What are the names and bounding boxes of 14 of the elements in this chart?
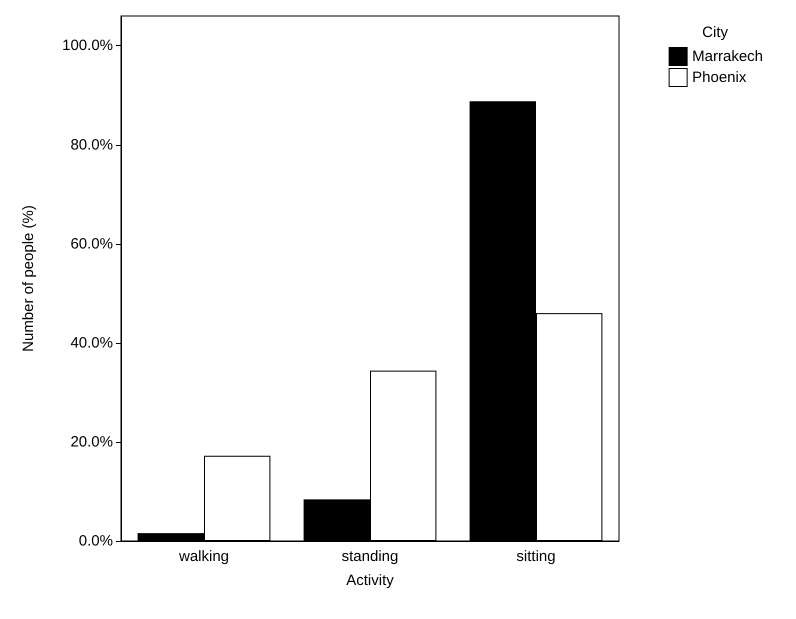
x-tick-label: walking xyxy=(178,548,230,565)
legend-label: Marrakech xyxy=(692,48,764,65)
x-tick-label: sitting xyxy=(516,548,556,565)
legend-title: City xyxy=(702,24,728,41)
y-tick-label: 60.0% xyxy=(70,235,113,252)
x-tick-label: standing xyxy=(342,548,398,565)
legend-label: Phoenix xyxy=(692,69,747,86)
x-axis-title: Activity xyxy=(346,572,394,589)
y-axis-title: Number of people (%) xyxy=(20,205,37,352)
y-tick-label: 20.0% xyxy=(70,433,113,450)
y-tick-label: 0.0% xyxy=(78,532,113,550)
y-tick-label: 80.0% xyxy=(70,136,113,154)
y-tick-label: 40.0% xyxy=(70,334,113,352)
y-tick-label: 100.0% xyxy=(62,37,113,54)
